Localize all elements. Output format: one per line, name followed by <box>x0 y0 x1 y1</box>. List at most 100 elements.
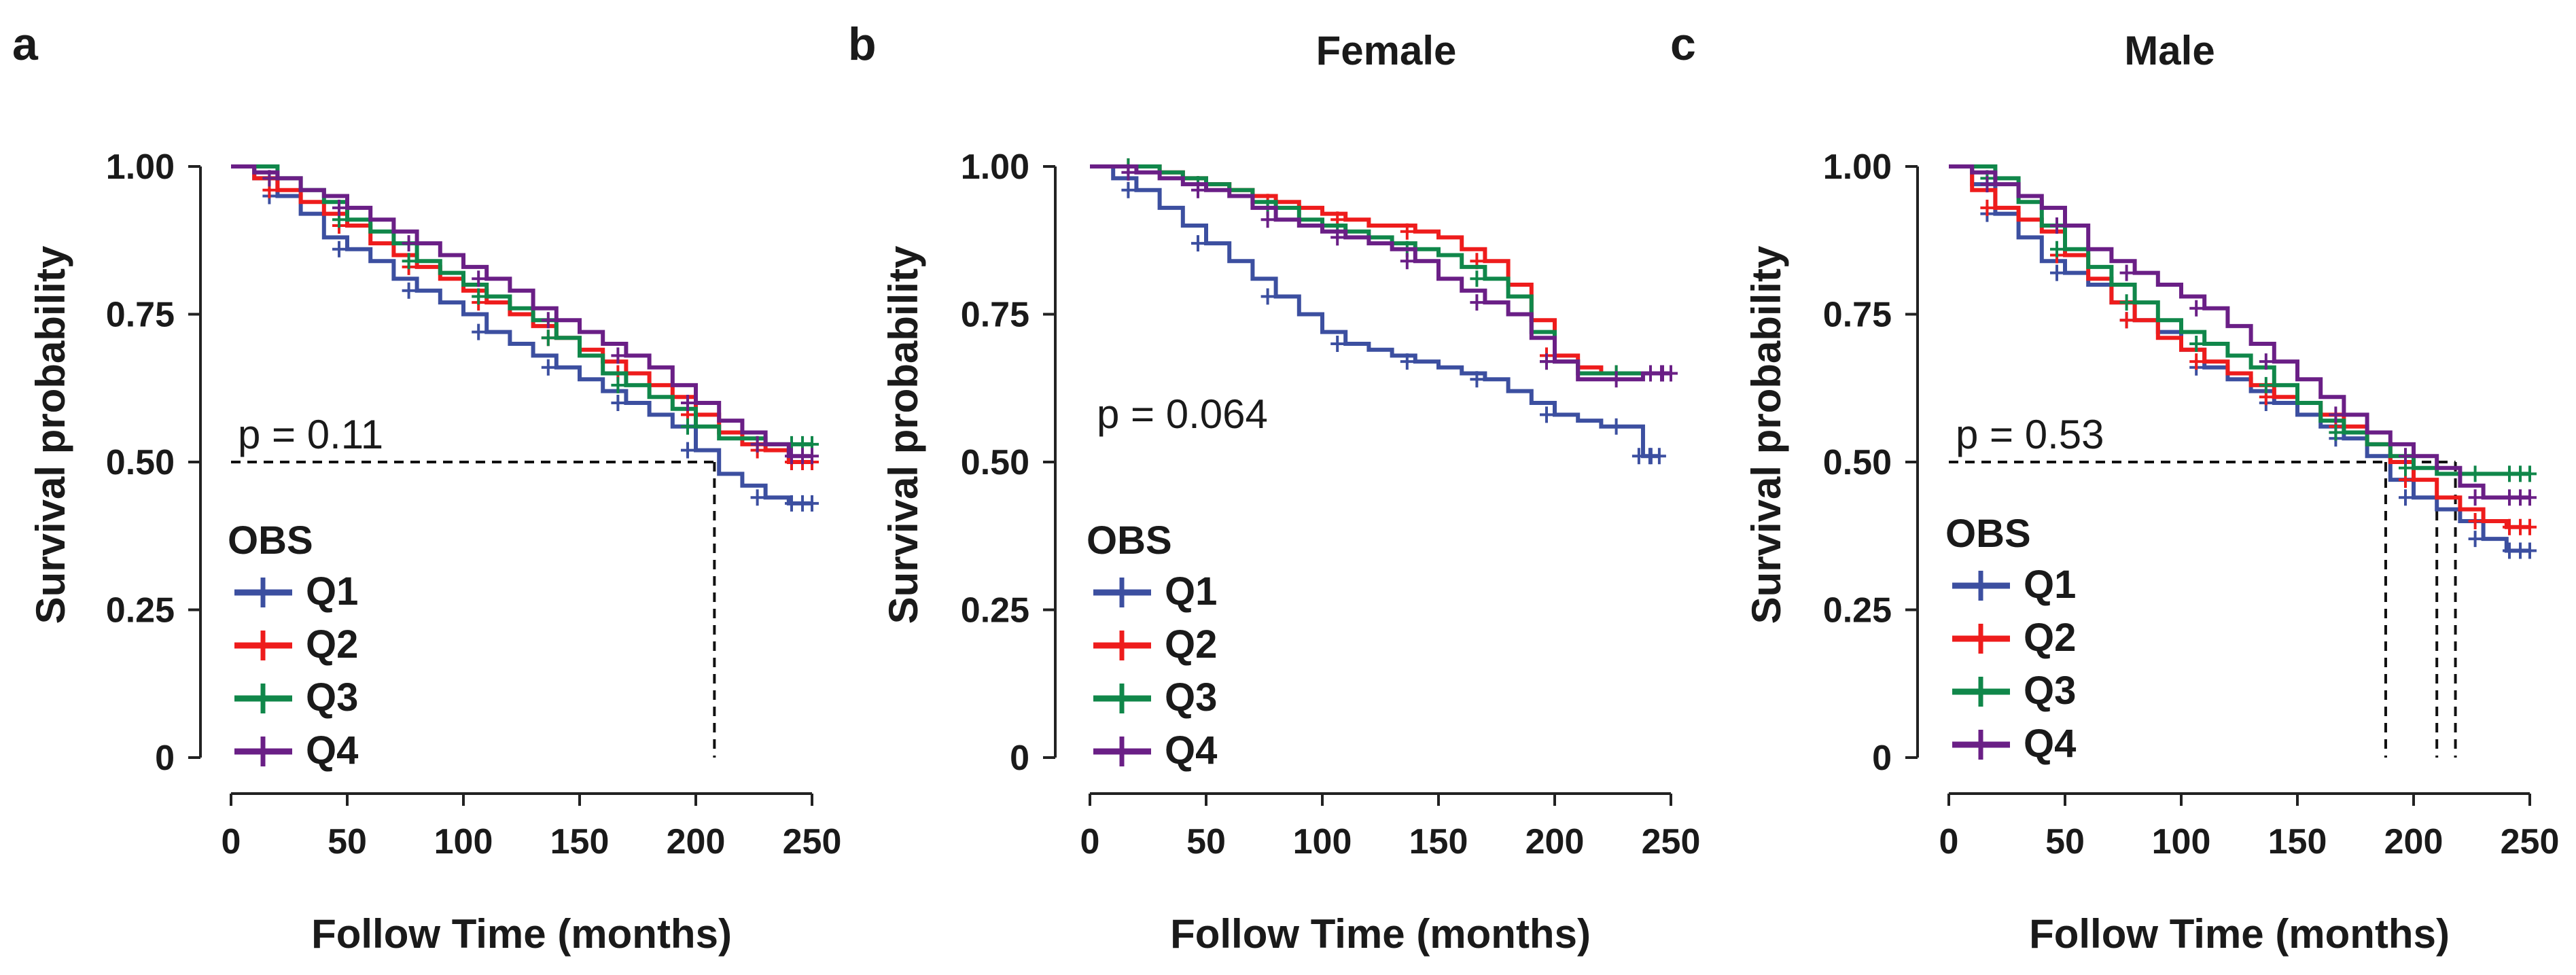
censor-mark <box>611 395 625 411</box>
censor-mark <box>2523 542 2537 559</box>
x-tick-label: 100 <box>434 822 493 862</box>
censor-mark <box>2189 336 2204 352</box>
panel-title: Female <box>1316 28 1457 73</box>
censor-mark <box>1470 294 1484 311</box>
legend-item-Q3: Q3 <box>1952 669 2076 713</box>
legend-title: OBS <box>228 518 313 563</box>
x-tick-label: 50 <box>1186 822 1226 862</box>
censor-mark <box>2259 376 2273 393</box>
panel-a: a 0 0.25 0.50 0.75 1.00 0 50 100 150 200 250 Follow … <box>12 18 841 957</box>
x-tick-label: 200 <box>2384 822 2443 862</box>
legend-label: Q4 <box>1165 728 1217 773</box>
legend-item-Q4: Q4 <box>234 728 358 773</box>
censor-mark <box>1652 448 1666 465</box>
series-line-Q4 <box>231 164 812 459</box>
censor-mark <box>2468 465 2482 482</box>
censor-mark <box>681 395 694 411</box>
censor-mark <box>472 323 486 340</box>
legend-label: Q4 <box>306 728 358 773</box>
panel-b: b Female 0 0.25 0.50 0.75 1.00 0 50 100 150 200 250 F… <box>848 18 1700 957</box>
censor-mark <box>541 330 555 347</box>
series-line-Q2 <box>1090 164 1671 376</box>
y-axis-label: Survival probability <box>1744 245 1789 624</box>
legend-item-Q4: Q4 <box>1093 728 1217 773</box>
censor-mark <box>2523 518 2537 535</box>
censor-mark <box>2329 424 2343 441</box>
y-tick-label: 0.25 <box>1823 591 1892 631</box>
series-line-Q4 <box>1949 164 2530 500</box>
legend-item-Q2: Q2 <box>234 622 358 667</box>
censor-mark <box>1330 229 1345 246</box>
censor-mark <box>1980 176 1994 193</box>
censor-mark <box>2189 300 2204 317</box>
censor-mark <box>1330 336 1345 352</box>
y-tick-label: 0.75 <box>1823 296 1892 335</box>
x-tick-label: 50 <box>328 822 367 862</box>
legend-label: Q3 <box>1165 675 1217 720</box>
censor-mark <box>805 448 819 465</box>
censor-mark <box>1609 371 1623 388</box>
censor-mark <box>681 442 694 459</box>
censor-mark <box>611 376 625 393</box>
legend-label: Q2 <box>2024 616 2076 660</box>
legend-label: Q2 <box>1165 622 1217 667</box>
censor-mark <box>2050 264 2064 281</box>
censor-mark <box>472 288 486 305</box>
censor-mark <box>1121 164 1135 181</box>
y-axis-label: Survival probability <box>881 245 926 624</box>
censor-mark <box>805 495 819 512</box>
y-tick-label: 0.25 <box>961 591 1029 631</box>
y-tick-label: 0.50 <box>961 443 1029 482</box>
x-tick-label: 150 <box>2268 822 2327 862</box>
censor-mark <box>1400 253 1414 270</box>
x-axis-label: Follow Time (months) <box>311 911 732 957</box>
legend-title: OBS <box>1087 518 1172 563</box>
y-tick-label: 0.75 <box>106 296 175 335</box>
y-tick-label: 0 <box>1010 739 1029 778</box>
legend-label: Q4 <box>2024 722 2076 766</box>
x-tick-label: 100 <box>2152 822 2211 862</box>
censor-mark <box>750 436 764 453</box>
series-line-Q3 <box>231 164 812 446</box>
legend-label: Q3 <box>2024 669 2076 713</box>
censor-mark <box>2468 513 2482 529</box>
censor-mark <box>1664 365 1678 382</box>
x-tick-label: 250 <box>1642 822 1701 862</box>
panel-letter: c <box>1670 18 1696 70</box>
legend-label: Q3 <box>306 675 358 720</box>
x-tick-label: 50 <box>2045 822 2085 862</box>
legend-label: Q1 <box>306 569 358 614</box>
series-line-Q4 <box>1090 164 1671 382</box>
censor-mark <box>1400 353 1414 370</box>
series-line-Q2 <box>1949 164 2530 529</box>
legend-item-Q1: Q1 <box>1093 569 1217 614</box>
censor-mark <box>2189 353 2204 370</box>
censor-mark <box>1609 418 1623 435</box>
censor-mark <box>1121 181 1135 198</box>
y-axis-label: Survival probability <box>28 245 73 624</box>
censor-mark <box>1191 235 1205 252</box>
x-tick-label: 200 <box>667 822 726 862</box>
legend-label: Q1 <box>2024 563 2076 607</box>
censor-mark <box>472 270 486 287</box>
y-tick-label: 0.25 <box>106 591 175 631</box>
censor-mark <box>611 347 625 364</box>
x-tick-label: 100 <box>1293 822 1352 862</box>
x-tick-label: 0 <box>222 822 241 862</box>
legend-item-Q3: Q3 <box>234 675 358 720</box>
y-tick-label: 1.00 <box>961 147 1029 187</box>
series-line-Q1 <box>231 164 812 506</box>
censor-mark <box>1470 371 1484 388</box>
censor-mark <box>2523 489 2537 506</box>
legend-label: Q2 <box>306 622 358 667</box>
panel-letter: b <box>848 18 877 70</box>
y-tick-label: 1.00 <box>1823 147 1892 187</box>
censor-mark <box>402 282 416 299</box>
censor-mark <box>1400 223 1414 240</box>
censor-mark <box>332 241 346 258</box>
censor-mark <box>1540 353 1553 370</box>
y-tick-label: 0.50 <box>1823 443 1892 482</box>
x-tick-label: 250 <box>783 822 842 862</box>
p-value-label: p = 0.064 <box>1097 391 1268 437</box>
